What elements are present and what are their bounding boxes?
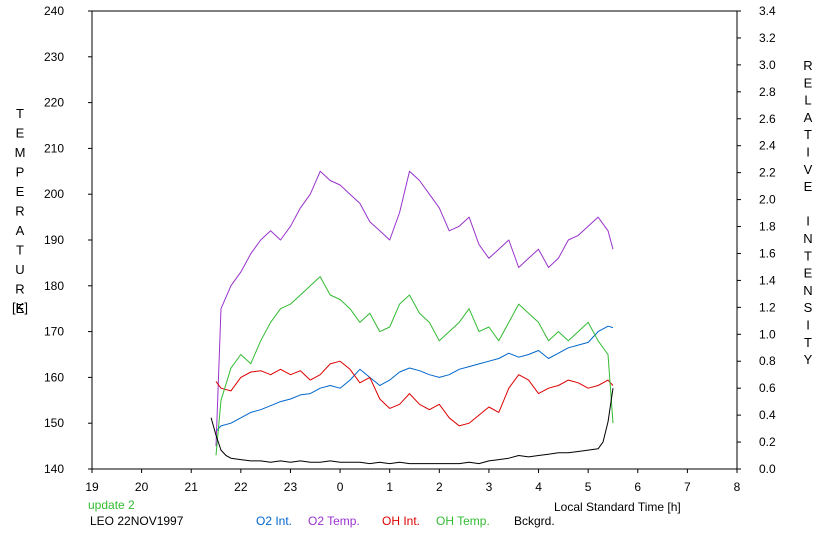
legend-oh-temp: OH Temp. (436, 514, 490, 528)
left-tick-label: 170 (44, 325, 64, 339)
right-tick-label: 1.6 (759, 246, 776, 260)
right-axis-title-letter: L (804, 93, 811, 108)
right-axis-title-letter: E (804, 266, 813, 281)
right-axis-title-letter: T (804, 335, 812, 350)
x-tick-label: 1 (386, 480, 393, 494)
right-axis-title-letter: R (803, 58, 812, 73)
x-tick-label: 2 (436, 480, 443, 494)
left-tick-label: 180 (44, 279, 64, 293)
left-axis-title-letter: R (15, 204, 24, 219)
right-tick-label: 1.8 (759, 220, 776, 234)
series-line-3 (215, 276, 614, 456)
legend-o2-int: O2 Int. (256, 514, 293, 528)
x-tick-label: 5 (585, 480, 592, 494)
right-tick-label: 0.6 (759, 381, 776, 395)
right-tick-label: 0.8 (759, 354, 776, 368)
right-tick-label: 0.4 (759, 408, 776, 422)
left-tick-label: 140 (44, 462, 64, 476)
left-axis-title-letter: T (16, 106, 24, 121)
x-tick-label: 23 (284, 480, 298, 494)
x-tick-label: 7 (684, 480, 691, 494)
plot-frame (91, 10, 738, 470)
x-tick-label: 8 (734, 480, 741, 494)
right-tick-label: 3.0 (759, 58, 776, 72)
left-axis-title-letter: A (16, 223, 25, 238)
right-axis-title-letter: E (804, 179, 813, 194)
right-tick-label: 0.0 (759, 462, 776, 476)
series-line-0 (215, 325, 614, 432)
right-axis-title-letter: I (806, 318, 810, 333)
left-tick-label: 150 (44, 416, 64, 430)
left-axis-title-letter: R (15, 282, 24, 297)
series-line-1 (215, 170, 614, 447)
left-axis-title-letter: M (15, 145, 26, 160)
update-label: update 2 (88, 498, 135, 512)
right-tick-label: 1.2 (759, 300, 776, 314)
series-lines (210, 170, 614, 465)
left-axis-title-letter: P (16, 165, 25, 180)
right-tick-label: 1.4 (759, 273, 776, 287)
left-axis-title-letter: E (16, 126, 25, 141)
series-line-2 (215, 360, 614, 427)
right-tick-label: 1.0 (759, 327, 776, 341)
right-tick-label: 2.4 (759, 139, 776, 153)
x-tick-label: 0 (337, 480, 344, 494)
right-axis-title-letter: N (803, 283, 812, 298)
right-axis-title-letter: Y (804, 352, 813, 367)
right-tick-label: 0.2 (759, 435, 776, 449)
right-axis-title-letter: A (804, 110, 813, 125)
left-tick-label: 160 (44, 370, 64, 384)
x-tick-label: 19 (85, 480, 99, 494)
right-axis-title-letter: T (804, 248, 812, 263)
x-tick-label: 3 (486, 480, 493, 494)
right-tick-label: 3.2 (759, 31, 776, 45)
left-tick-label: 230 (44, 50, 64, 64)
x-tick-label: 6 (634, 480, 641, 494)
right-tick-label: 3.4 (759, 4, 776, 18)
x-tick-label: 4 (535, 480, 542, 494)
x-tick-label: 21 (185, 480, 199, 494)
right-axis-title-letter: N (803, 231, 812, 246)
right-axis-title-letter: V (804, 162, 813, 177)
legend-bckgrd: Bckgrd. (514, 514, 555, 528)
right-tick-label: 2.6 (759, 112, 776, 126)
left-axis-title-letter: E (16, 301, 25, 316)
left-tick-label: 220 (44, 96, 64, 110)
axis-ticks: 2402302202102001901801701601501403.43.23… (44, 4, 776, 494)
x-tick-label: 22 (234, 480, 248, 494)
right-axis-title-letter: I (806, 214, 810, 229)
right-axis-title-letter: E (804, 75, 813, 90)
left-tick-label: 190 (44, 233, 64, 247)
left-axis-title-letter: E (16, 184, 25, 199)
left-axis-title-letter: U (15, 262, 24, 277)
legend-oh-int: OH Int. (382, 514, 421, 528)
right-tick-label: 2.0 (759, 193, 776, 207)
legend-o2-temp: O2 Temp. (308, 514, 360, 528)
site-date-label: LEO 22NOV1997 (90, 514, 184, 528)
series-line-4 (210, 388, 614, 465)
x-tick-label: 20 (135, 480, 149, 494)
left-axis-unit: [K] (12, 300, 28, 315)
x-axis-label: Local Standard Time [h] (554, 500, 681, 514)
right-axis-title-letter: S (804, 300, 813, 315)
left-tick-label: 210 (44, 141, 64, 155)
right-tick-label: 2.2 (759, 166, 776, 180)
right-tick-label: 2.8 (759, 85, 776, 99)
left-tick-label: 240 (44, 4, 64, 18)
right-axis-title-letter: T (804, 127, 812, 142)
left-tick-label: 200 (44, 187, 64, 201)
left-axis-title-letter: T (16, 243, 24, 258)
right-axis-title-letter: I (806, 145, 810, 160)
